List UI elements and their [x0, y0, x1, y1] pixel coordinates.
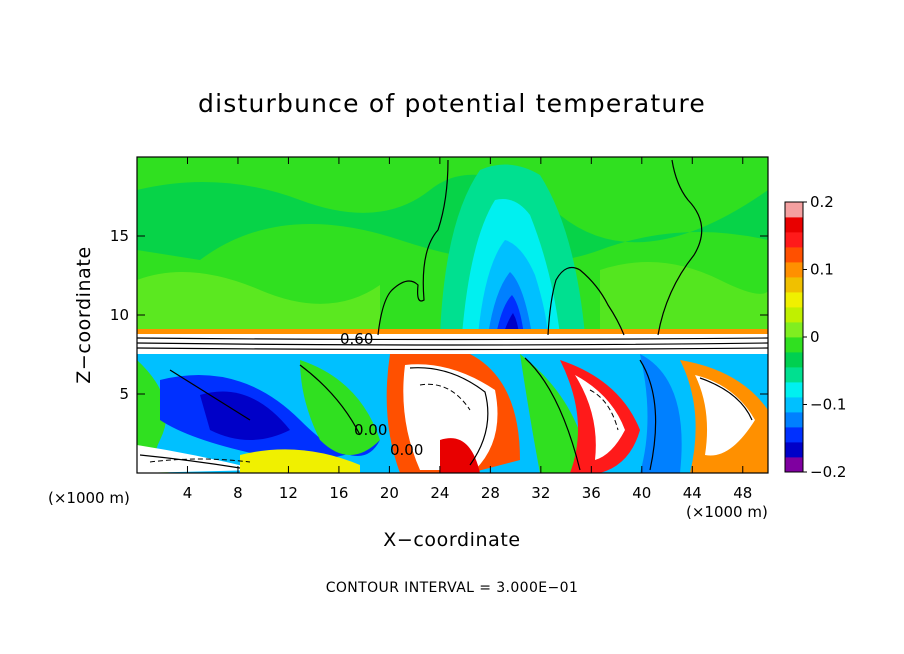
colorbar-swatch [785, 337, 803, 353]
colorbar-swatch [785, 427, 803, 443]
chart-title: disturbunce of potential temperature [198, 89, 706, 118]
colorbar-swatch [785, 367, 803, 383]
colorbar-swatch [785, 412, 803, 428]
y-tick-label: 5 [119, 385, 129, 403]
colorbar-swatch [785, 382, 803, 398]
colorbar [785, 202, 803, 473]
colorbar-swatch [785, 232, 803, 248]
colorbar-tick-label: −0.1 [810, 396, 846, 414]
x-tick-label: 28 [481, 484, 500, 502]
x-tick-label: 20 [380, 484, 399, 502]
contour-label-3: 0.00 [390, 441, 423, 459]
colorbar-swatch [785, 292, 803, 308]
colorbar-swatch [785, 352, 803, 368]
colorbar-tick-label: 0 [810, 328, 820, 346]
x-unit-right: (×1000 m) [686, 503, 768, 521]
colorbar-swatch [785, 397, 803, 413]
x-tick-label: 4 [183, 484, 193, 502]
colorbar-swatch [785, 307, 803, 323]
contour-labels: 0.60 0.00 0.00 [340, 330, 423, 459]
colorbar-swatch [785, 322, 803, 338]
x-tick-label: 44 [683, 484, 702, 502]
contour-label-2: 0.00 [354, 421, 387, 439]
colorbar-swatch [785, 277, 803, 293]
x-tick-label: 16 [329, 484, 348, 502]
x-unit-left: (×1000 m) [48, 489, 130, 507]
colorbar-swatch [785, 217, 803, 233]
x-tick-label: 8 [233, 484, 243, 502]
colorbar-tick-label: 0.2 [810, 193, 834, 211]
colorbar-swatch [785, 202, 803, 218]
colorbar-ticks: 0.2 0.1 0 −0.1 −0.2 [803, 193, 846, 481]
colorbar-tick-label: 0.1 [810, 261, 834, 279]
contour-label-1: 0.60 [340, 330, 373, 348]
x-tick-label: 12 [279, 484, 298, 502]
heatmap-field [137, 157, 768, 473]
x-tick-label: 24 [430, 484, 449, 502]
colorbar-swatch [785, 247, 803, 263]
x-axis-label: X−coordinate [383, 529, 520, 551]
contour-interval-note: CONTOUR INTERVAL = 3.000E−01 [326, 580, 579, 596]
x-tick-label: 48 [733, 484, 752, 502]
colorbar-tick-label: −0.2 [810, 463, 846, 481]
x-tick-label: 32 [531, 484, 550, 502]
x-tick-label: 40 [632, 484, 651, 502]
x-axis-ticks: 4 8 12 16 20 24 28 32 36 40 44 48 [183, 157, 752, 502]
colorbar-swatch [785, 457, 803, 473]
x-tick-label: 36 [582, 484, 601, 502]
y-axis-ticks: 5 10 15 [110, 227, 768, 403]
y-axis-label: Z−coordinate [73, 246, 95, 383]
y-tick-label: 15 [110, 227, 129, 245]
colorbar-swatch [785, 442, 803, 458]
colorbar-swatch [785, 262, 803, 278]
y-tick-label: 10 [110, 306, 129, 324]
